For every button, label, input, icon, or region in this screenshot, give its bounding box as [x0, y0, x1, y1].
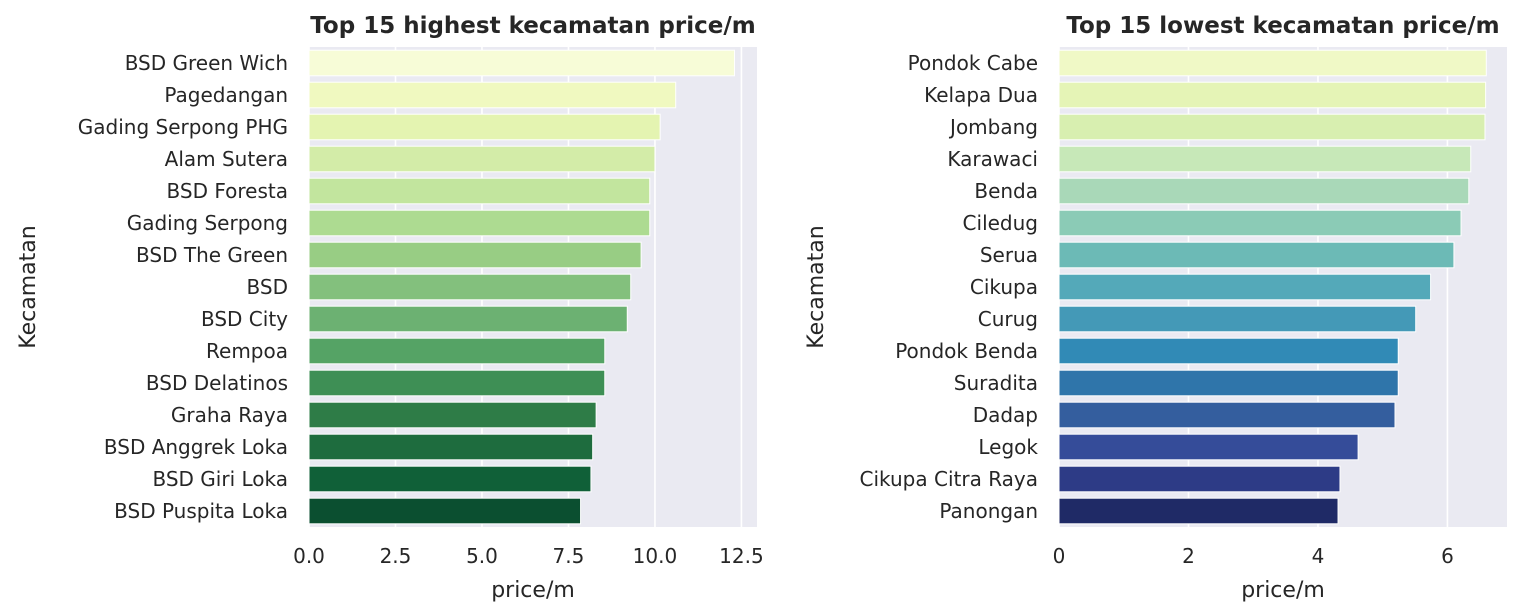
chart-title: Top 15 lowest kecamatan price/m — [1066, 13, 1499, 39]
y-tick-labels: BSD Green Wich Pagedangan Gading Serpong P… — [78, 51, 288, 523]
bar — [308, 113, 661, 141]
y-tick-label: Serua — [980, 243, 1038, 267]
y-tick-label: Gading Serpong PHG — [78, 115, 288, 139]
y-tick-label: Cikupa Citra Raya — [860, 467, 1038, 491]
bar — [308, 497, 582, 525]
x-tick-label: 0 — [1053, 544, 1066, 568]
bar — [308, 337, 606, 365]
y-tick-label: Dadap — [973, 403, 1038, 427]
y-tick-label: Rempoa — [206, 339, 288, 363]
x-tick-label: 5.0 — [466, 544, 498, 568]
y-tick-label: Pagedangan — [164, 83, 288, 107]
y-tick-label: BSD Green Wich — [125, 51, 288, 75]
y-tick-labels: Pondok Cabe Kelapa Dua Jombang Karawaci Bend… — [860, 51, 1039, 523]
y-tick-label: Suradita — [954, 371, 1038, 395]
x-tick-label: 12.5 — [719, 544, 764, 568]
y-tick-label: Panongan — [939, 499, 1038, 523]
bar — [1058, 49, 1487, 77]
y-tick-label: Pondok Cabe — [908, 51, 1038, 75]
chart-highest: BSD Green Wich Pagedangan Gading Serpong P… — [16, 13, 764, 603]
y-axis-label: Kecamatan — [804, 225, 829, 348]
bar — [1058, 337, 1399, 365]
bar — [1058, 241, 1455, 269]
bar — [308, 241, 642, 269]
bar — [308, 465, 592, 493]
y-tick-label: Kelapa Dua — [924, 83, 1038, 107]
y-tick-label: Benda — [974, 179, 1038, 203]
y-tick-label: BSD Puspita Loka — [114, 499, 288, 523]
y-tick-label: Curug — [978, 307, 1038, 331]
y-axis-label: Kecamatan — [16, 225, 41, 348]
bars — [1058, 49, 1487, 525]
y-tick-label: Ciledug — [963, 211, 1038, 235]
x-tick-label: 4 — [1312, 544, 1325, 568]
bar — [1058, 177, 1470, 205]
y-tick-label: BSD The Green — [136, 243, 288, 267]
bar — [308, 177, 651, 205]
bar — [308, 81, 677, 109]
bar — [1058, 81, 1487, 109]
y-tick-label: Karawaci — [947, 147, 1038, 171]
chart-lowest: Pondok Cabe Kelapa Dua Jombang Karawaci Bend… — [804, 13, 1507, 603]
bar — [308, 433, 594, 461]
bar — [1058, 273, 1432, 301]
y-tick-label: BSD Giri Loka — [152, 467, 288, 491]
y-tick-label: Jombang — [948, 115, 1038, 139]
bar — [1058, 305, 1417, 333]
bar — [308, 401, 597, 429]
x-tick-labels: 0 2 4 6 — [1053, 544, 1454, 568]
x-tick-label: 2 — [1182, 544, 1195, 568]
x-tick-label: 7.5 — [553, 544, 585, 568]
x-tick-label: 6 — [1441, 544, 1454, 568]
bar — [1058, 401, 1396, 429]
y-tick-label: BSD City — [201, 307, 288, 331]
y-tick-label: BSD Delatinos — [146, 371, 288, 395]
x-tick-label: 2.5 — [380, 544, 412, 568]
y-tick-label: BSD Foresta — [167, 179, 288, 203]
y-tick-label: Gading Serpong — [127, 211, 288, 235]
x-tick-labels: 0.0 2.5 5.0 7.5 10.0 12.5 — [293, 544, 764, 568]
bar — [1058, 113, 1486, 141]
bar — [308, 273, 632, 301]
bar — [1058, 433, 1359, 461]
y-tick-label: BSD Anggrek Loka — [104, 435, 288, 459]
x-tick-label: 0.0 — [293, 544, 325, 568]
y-tick-label: BSD — [247, 275, 288, 299]
bar — [1058, 497, 1339, 525]
bar — [308, 369, 606, 397]
y-tick-label: Alam Sutera — [165, 147, 288, 171]
bars — [308, 49, 736, 525]
bar — [1058, 209, 1462, 237]
bar — [308, 145, 656, 173]
bar — [308, 49, 736, 77]
x-axis-label: price/m — [491, 578, 575, 603]
y-tick-label: Cikupa — [970, 275, 1038, 299]
bar — [1058, 465, 1341, 493]
bar — [1058, 369, 1399, 397]
bar — [308, 209, 651, 237]
y-tick-label: Pondok Benda — [895, 339, 1038, 363]
y-tick-label: Graha Raya — [171, 403, 288, 427]
chart-title: Top 15 highest kecamatan price/m — [310, 13, 755, 39]
bar — [308, 305, 628, 333]
x-tick-label: 10.0 — [633, 544, 678, 568]
x-axis-label: price/m — [1241, 578, 1325, 603]
y-tick-label: Legok — [978, 435, 1038, 459]
bar — [1058, 145, 1472, 173]
